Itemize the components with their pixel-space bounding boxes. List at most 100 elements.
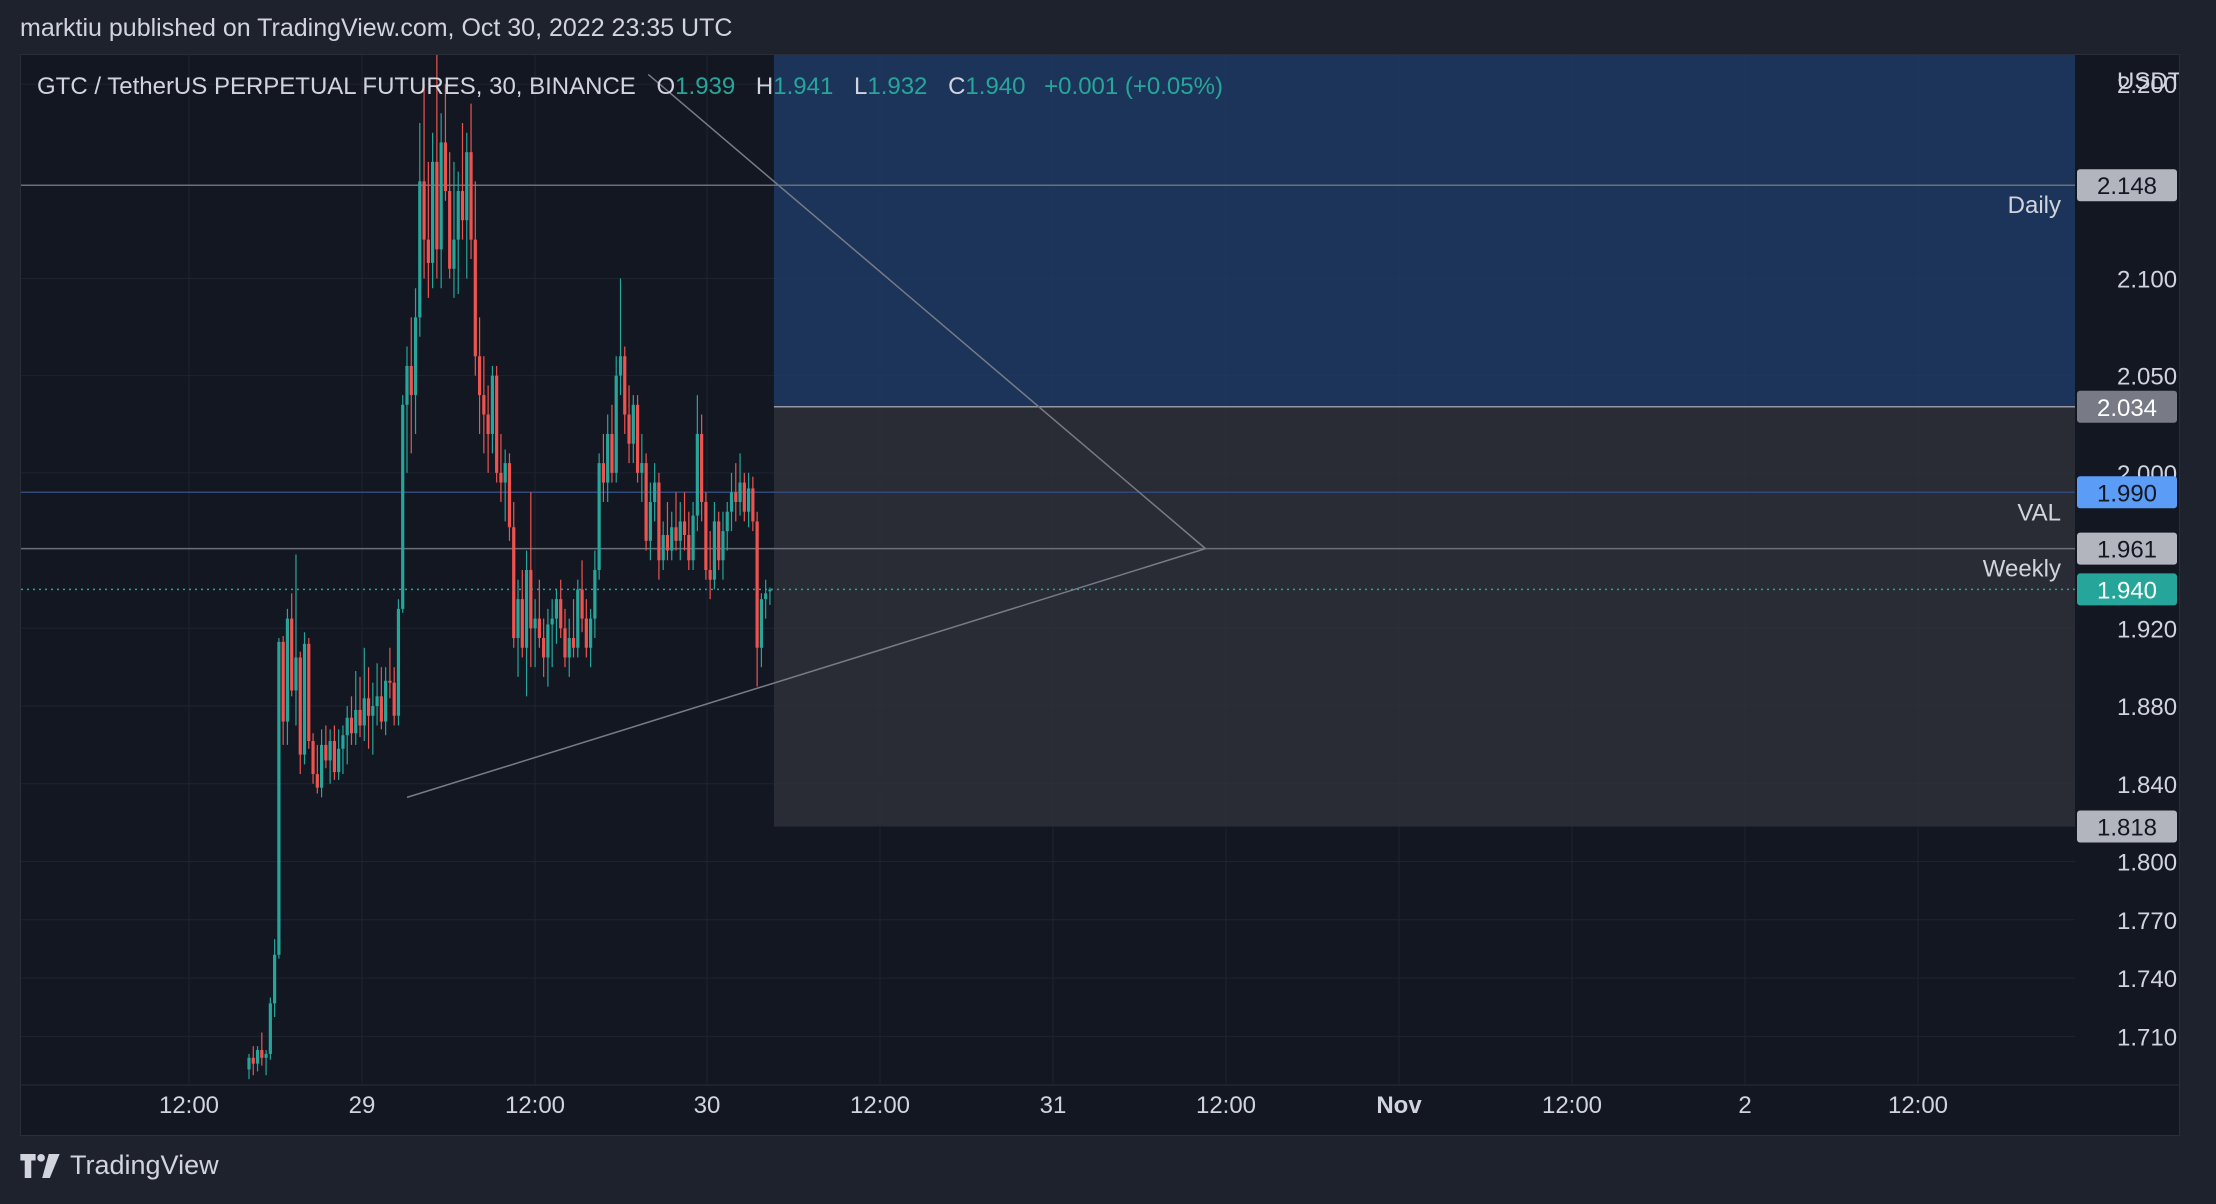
candle[interactable] <box>354 671 358 745</box>
candle[interactable] <box>388 647 392 699</box>
candle[interactable] <box>516 579 520 677</box>
candle[interactable] <box>490 365 494 454</box>
candle[interactable] <box>418 123 422 337</box>
candle[interactable] <box>618 278 623 396</box>
candle[interactable] <box>405 346 409 473</box>
candle[interactable] <box>712 501 717 590</box>
candle[interactable] <box>687 511 691 570</box>
footer-brand[interactable]: TradingView <box>20 1150 219 1181</box>
candle[interactable] <box>601 433 606 502</box>
candle[interactable] <box>319 729 324 798</box>
candle[interactable] <box>503 449 507 522</box>
candle[interactable] <box>554 589 559 644</box>
candle[interactable] <box>627 385 631 464</box>
candle[interactable] <box>298 651 302 775</box>
candle[interactable] <box>665 501 670 561</box>
candle[interactable] <box>456 171 460 295</box>
candle[interactable] <box>290 593 294 697</box>
candle[interactable] <box>563 608 567 668</box>
candle[interactable] <box>328 729 332 784</box>
candle[interactable] <box>426 161 430 298</box>
candle[interactable] <box>584 599 588 658</box>
candle[interactable] <box>520 570 524 658</box>
candle[interactable] <box>571 599 576 658</box>
candle[interactable] <box>704 492 708 580</box>
candle[interactable] <box>589 608 593 668</box>
candle[interactable] <box>396 599 401 726</box>
candle[interactable] <box>294 554 298 726</box>
chart-panel[interactable]: Daily VAL Weekly 2.200 2.100 2.050 2.000 1.920… <box>20 54 2180 1136</box>
candle[interactable] <box>657 472 661 580</box>
candle[interactable] <box>337 729 341 780</box>
candle[interactable] <box>443 84 448 201</box>
candle[interactable] <box>708 531 712 600</box>
candle[interactable] <box>362 647 366 742</box>
candle[interactable] <box>349 696 354 745</box>
candle[interactable] <box>606 414 610 502</box>
candle[interactable] <box>640 433 644 502</box>
candle[interactable] <box>635 395 640 483</box>
candle[interactable] <box>358 676 362 738</box>
candle[interactable] <box>623 346 627 434</box>
candle[interactable] <box>413 288 418 434</box>
candle[interactable] <box>734 463 738 522</box>
candle[interactable] <box>670 511 674 561</box>
candle[interactable] <box>482 356 486 454</box>
candle[interactable] <box>324 725 328 769</box>
candle[interactable] <box>384 667 388 736</box>
candle[interactable] <box>614 356 618 483</box>
candle[interactable] <box>759 593 763 668</box>
candle[interactable] <box>674 492 678 551</box>
candle[interactable] <box>691 501 695 570</box>
candle[interactable] <box>580 560 584 633</box>
candle[interactable] <box>401 395 405 613</box>
candle[interactable] <box>729 472 734 532</box>
candle[interactable] <box>678 501 682 561</box>
candle[interactable] <box>631 395 635 464</box>
candle[interactable] <box>285 608 290 745</box>
candle[interactable] <box>311 733 315 784</box>
candle[interactable] <box>477 317 482 434</box>
candle[interactable] <box>648 482 652 561</box>
candle[interactable] <box>273 939 277 1017</box>
candle[interactable] <box>512 501 516 648</box>
candle[interactable] <box>247 1053 251 1080</box>
candle[interactable] <box>700 414 704 522</box>
candle[interactable] <box>755 511 759 687</box>
candle[interactable] <box>537 579 541 648</box>
candle[interactable] <box>507 453 512 541</box>
candle[interactable] <box>268 997 272 1060</box>
candle[interactable] <box>375 663 379 726</box>
candle[interactable] <box>260 1032 264 1066</box>
candle[interactable] <box>576 579 580 658</box>
candle[interactable] <box>695 395 699 532</box>
candle[interactable] <box>448 152 452 279</box>
candle[interactable] <box>439 113 443 289</box>
candle[interactable] <box>593 550 597 639</box>
candle[interactable] <box>366 667 371 749</box>
candle[interactable] <box>371 682 375 755</box>
candle[interactable] <box>567 618 571 677</box>
candle[interactable] <box>738 453 742 516</box>
candle[interactable] <box>495 365 499 483</box>
candle[interactable] <box>392 667 396 726</box>
candle[interactable] <box>529 492 533 668</box>
candle[interactable] <box>746 472 751 528</box>
candle[interactable] <box>452 161 456 298</box>
candle[interactable] <box>546 608 550 687</box>
candle[interactable] <box>409 317 413 454</box>
candle[interactable] <box>281 636 285 745</box>
candle[interactable] <box>533 599 537 668</box>
candle[interactable] <box>653 463 657 522</box>
candle[interactable] <box>597 453 601 580</box>
candle[interactable] <box>542 618 546 677</box>
candle[interactable] <box>499 433 503 502</box>
candle[interactable] <box>742 472 746 522</box>
candle[interactable] <box>332 725 336 780</box>
candle[interactable] <box>277 638 281 959</box>
candle[interactable] <box>379 667 383 730</box>
candle[interactable] <box>768 587 772 605</box>
candle[interactable] <box>610 404 614 483</box>
candle[interactable] <box>682 492 687 551</box>
candle[interactable] <box>315 744 319 794</box>
